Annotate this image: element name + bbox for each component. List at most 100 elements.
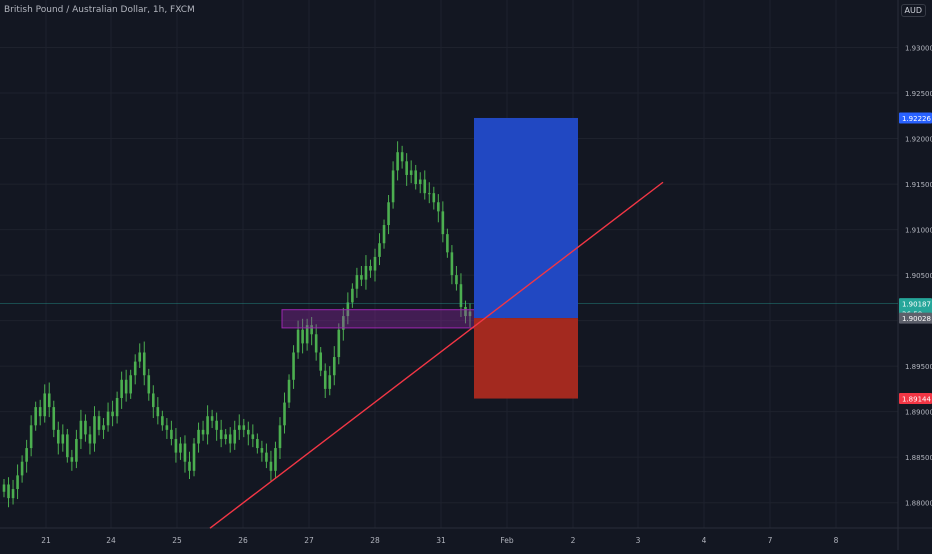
candle-body <box>52 407 56 430</box>
candle-body <box>296 329 300 353</box>
y-tick-label: 1.89000 <box>905 409 932 417</box>
candle-body <box>414 170 418 185</box>
candle-body <box>468 311 472 317</box>
candle-body <box>161 416 164 426</box>
candle-body <box>432 193 436 203</box>
candle-body <box>382 225 386 244</box>
candle-body <box>79 420 83 439</box>
candle-body <box>70 457 74 462</box>
candle-body <box>256 438 259 449</box>
candle-body <box>206 416 209 435</box>
candle-body <box>224 434 227 439</box>
x-tick-label: 27 <box>304 536 314 545</box>
candle-body <box>265 452 268 462</box>
candle-body <box>165 425 169 430</box>
symbol-title[interactable]: British Pound / Australian Dollar, 1h, F… <box>4 5 195 15</box>
candle-body <box>43 393 47 417</box>
candle-body <box>147 375 151 394</box>
candle-body <box>369 266 372 271</box>
candle-body <box>188 461 191 471</box>
candle-body <box>219 429 223 439</box>
candle-body <box>450 252 454 276</box>
candle-body <box>201 429 205 435</box>
candle-body <box>133 361 137 376</box>
candle-body <box>342 316 345 330</box>
y-tick-label: 1.88500 <box>905 454 932 462</box>
y-tick-label: 1.88000 <box>905 500 932 508</box>
x-tick-label: 28 <box>370 536 380 545</box>
candle-body <box>396 152 399 171</box>
candle-body <box>120 379 123 398</box>
candle-body <box>183 443 187 462</box>
candle-body <box>355 275 359 289</box>
x-tick-label: 31 <box>436 536 446 545</box>
candle-body <box>409 170 413 175</box>
candle-body <box>378 243 381 257</box>
candle-body <box>319 352 322 371</box>
candle-body <box>124 379 128 394</box>
candle-body <box>437 202 440 212</box>
x-tick-label: 25 <box>172 536 182 545</box>
target-price-label: 1.92226 <box>902 115 931 123</box>
candle-body <box>61 434 65 444</box>
x-tick-label: 8 <box>834 536 839 545</box>
candle-body <box>102 425 105 430</box>
candle-body <box>228 434 232 444</box>
candle-body <box>115 398 119 417</box>
candle-body <box>84 420 87 435</box>
target-zone <box>474 117 578 319</box>
candle-body <box>38 407 42 417</box>
x-tick-label: 2 <box>571 536 576 545</box>
candle-body <box>364 266 368 280</box>
y-tick-label: 1.93000 <box>905 45 932 53</box>
candle-body <box>192 443 196 471</box>
candle-body <box>210 416 214 421</box>
candle-body <box>20 461 24 476</box>
candle-body <box>260 448 264 453</box>
candle-body <box>427 193 431 195</box>
x-tick-label: 7 <box>768 536 773 545</box>
currency-label[interactable]: AUD <box>900 4 926 17</box>
candle-body <box>152 393 155 408</box>
candle-body <box>233 429 237 444</box>
candle-body <box>292 352 295 380</box>
candle-body <box>387 202 390 226</box>
candle-body <box>75 438 78 462</box>
candle-body <box>278 425 282 449</box>
candle-body <box>332 357 336 376</box>
candle-body <box>7 484 10 499</box>
candle-body <box>88 434 92 444</box>
candle-body <box>400 152 404 162</box>
candle-body <box>464 306 467 317</box>
candle-body <box>170 429 173 439</box>
candle-body <box>93 416 96 444</box>
candle-body <box>360 275 363 280</box>
y-tick-label: 1.90500 <box>905 272 932 280</box>
candle-body <box>237 425 241 430</box>
candle-body <box>405 161 408 175</box>
candle-body <box>314 334 318 353</box>
candle-body <box>441 211 445 235</box>
candle-body <box>174 438 178 453</box>
trendline <box>209 181 664 529</box>
candle-body <box>446 234 449 253</box>
candle-body <box>179 443 182 453</box>
price-scale <box>898 0 932 550</box>
x-tick-label: 4 <box>702 536 707 545</box>
y-tick-label: 1.91000 <box>905 227 932 235</box>
y-tick-label: 1.92500 <box>905 90 932 98</box>
demand-zone <box>281 309 505 329</box>
candle-body <box>423 179 427 194</box>
candle-body <box>25 448 28 462</box>
candle-body <box>251 434 255 439</box>
candle-body <box>47 393 51 408</box>
entry-price-label: 1.90028 <box>902 315 931 323</box>
candle-body <box>269 461 273 471</box>
candle-body <box>129 375 132 394</box>
stop-zone <box>474 318 578 399</box>
candle-body <box>323 370 327 389</box>
candle-body <box>351 288 354 303</box>
candle-body <box>287 379 291 403</box>
